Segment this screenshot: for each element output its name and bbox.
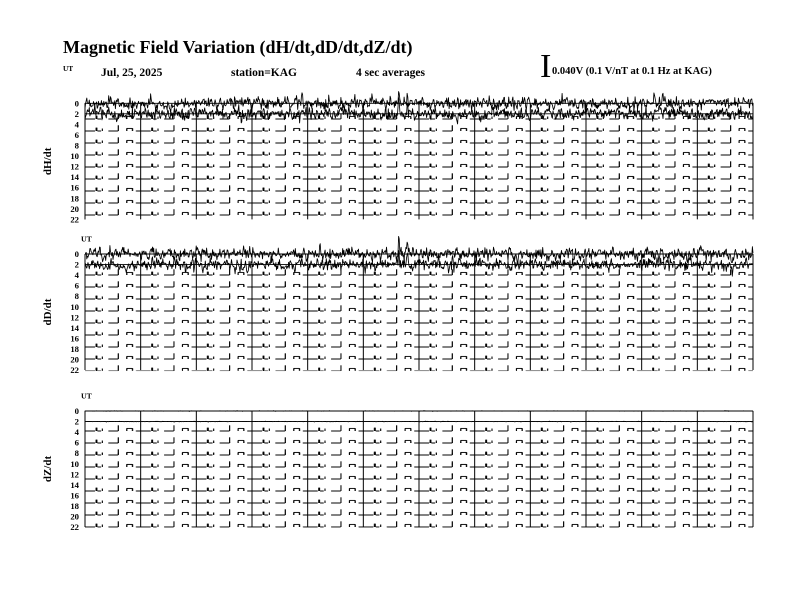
svg-text:16: 16 bbox=[70, 333, 79, 343]
svg-text:10: 10 bbox=[70, 459, 79, 469]
svg-text:18: 18 bbox=[70, 344, 79, 354]
svg-text:4: 4 bbox=[75, 119, 80, 129]
svg-text:4: 4 bbox=[75, 427, 80, 437]
svg-text:20: 20 bbox=[70, 204, 79, 214]
svg-text:22: 22 bbox=[70, 214, 79, 224]
svg-text:dH/dt: dH/dt bbox=[42, 147, 54, 175]
svg-text:20: 20 bbox=[70, 355, 79, 365]
svg-text:8: 8 bbox=[75, 141, 80, 151]
svg-text:18: 18 bbox=[70, 193, 79, 203]
svg-text:16: 16 bbox=[70, 490, 79, 500]
svg-text:20: 20 bbox=[70, 512, 79, 522]
svg-text:14: 14 bbox=[70, 172, 79, 182]
svg-text:Magnetic Field Variation (dH/d: Magnetic Field Variation (dH/dt,dD/dt,dZ… bbox=[63, 37, 413, 58]
svg-text:Jul, 25, 2025: Jul, 25, 2025 bbox=[101, 67, 163, 79]
svg-text:dZ/dt: dZ/dt bbox=[42, 456, 54, 483]
svg-text:UT: UT bbox=[81, 235, 93, 244]
svg-text:6: 6 bbox=[75, 281, 80, 291]
svg-text:6: 6 bbox=[75, 130, 80, 140]
svg-text:12: 12 bbox=[70, 162, 79, 172]
svg-text:10: 10 bbox=[70, 151, 79, 161]
svg-text:14: 14 bbox=[70, 480, 79, 490]
svg-text:4: 4 bbox=[75, 270, 80, 280]
svg-text:8: 8 bbox=[75, 448, 80, 458]
svg-text:station=KAG: station=KAG bbox=[231, 67, 297, 79]
svg-text:0: 0 bbox=[75, 98, 80, 108]
svg-text:0: 0 bbox=[75, 406, 80, 416]
svg-text:14: 14 bbox=[70, 323, 79, 333]
svg-text:12: 12 bbox=[70, 312, 79, 322]
svg-text:I: I bbox=[540, 48, 551, 85]
svg-text:dD/dt: dD/dt bbox=[42, 298, 54, 325]
svg-text:2: 2 bbox=[75, 417, 79, 427]
svg-text:8: 8 bbox=[75, 291, 80, 301]
svg-text:0.040V (0.1 V/nT at 0.1 Hz at: 0.040V (0.1 V/nT at 0.1 Hz at KAG) bbox=[552, 66, 712, 77]
svg-text:12: 12 bbox=[70, 469, 79, 479]
svg-text:UT: UT bbox=[63, 64, 73, 73]
svg-text:22: 22 bbox=[70, 522, 79, 532]
svg-text:18: 18 bbox=[70, 501, 79, 511]
svg-text:0: 0 bbox=[75, 249, 80, 259]
svg-text:2: 2 bbox=[75, 260, 79, 270]
svg-text:10: 10 bbox=[70, 302, 79, 312]
svg-text:16: 16 bbox=[70, 183, 79, 193]
svg-text:22: 22 bbox=[70, 365, 79, 375]
svg-text:6: 6 bbox=[75, 438, 80, 448]
svg-text:4 sec averages: 4 sec averages bbox=[356, 67, 425, 79]
svg-text:2: 2 bbox=[75, 109, 79, 119]
svg-text:UT: UT bbox=[81, 392, 93, 401]
